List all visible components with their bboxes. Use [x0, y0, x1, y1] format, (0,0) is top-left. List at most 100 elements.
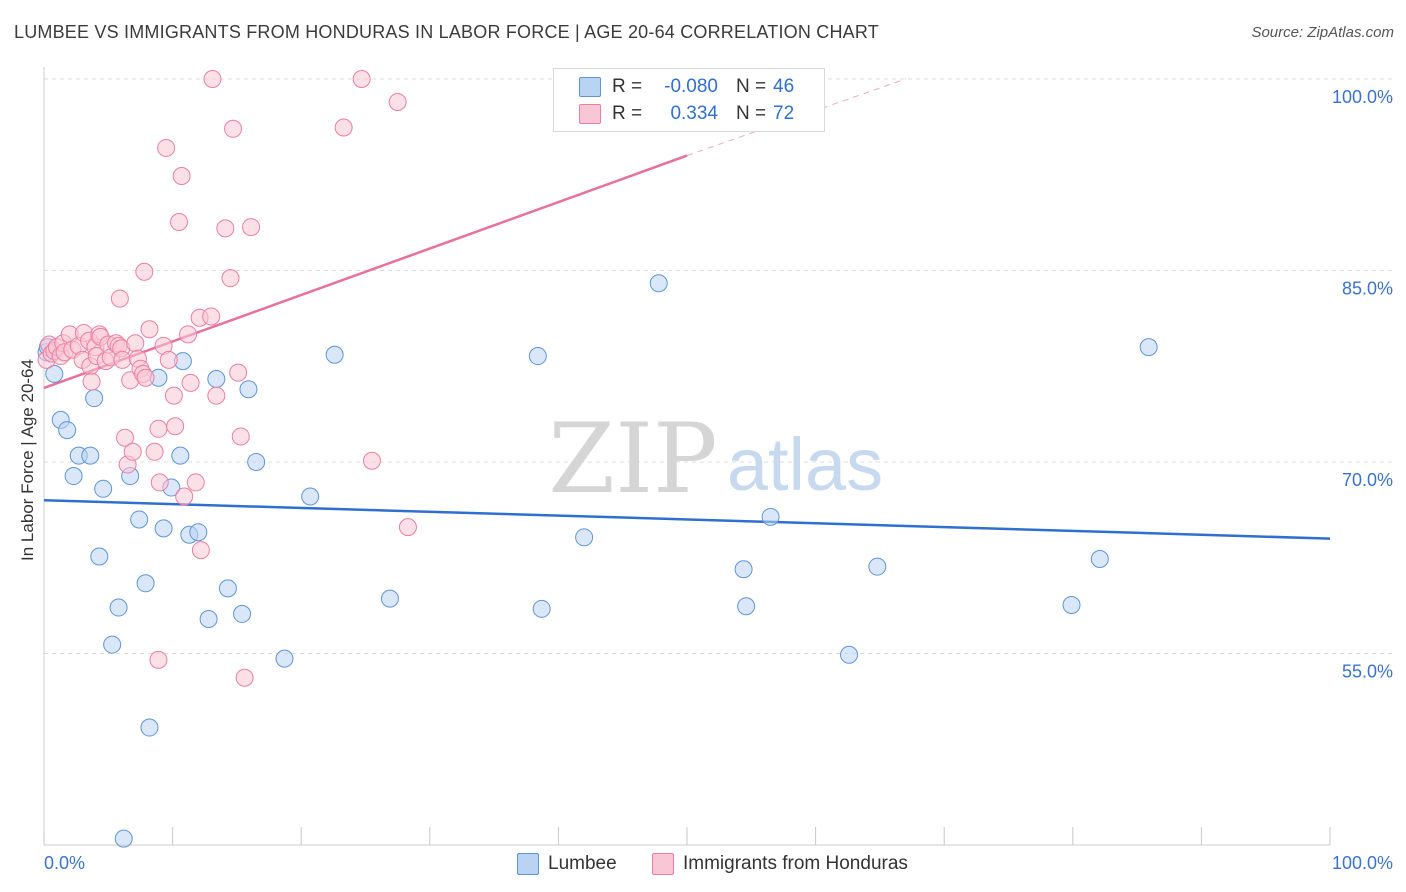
lumbee-swatch: [517, 853, 539, 875]
lumbee-point: [218, 579, 237, 598]
y-axis-label: In Labor Force | Age 20-64: [18, 359, 37, 561]
lumbee-point: [199, 610, 218, 629]
honduras-point: [149, 650, 168, 669]
lumbee-point: [532, 599, 551, 618]
honduras-point: [221, 269, 240, 288]
n-label: N =: [736, 76, 767, 97]
lumbee-point: [103, 635, 122, 654]
honduras-point: [398, 518, 417, 537]
lumbee-point: [171, 446, 190, 465]
honduras-point: [202, 307, 221, 326]
honduras-trend-line: [43, 154, 688, 390]
n-value: 72: [773, 103, 795, 124]
r-value: -0.080: [664, 76, 718, 97]
honduras-point: [123, 442, 142, 461]
lumbee-point: [325, 345, 344, 364]
x-tick-label: 100.0%: [1332, 853, 1393, 873]
honduras-point: [136, 368, 155, 387]
source-credit: Source: ZipAtlas.com: [1251, 24, 1394, 41]
lumbee-point: [130, 510, 149, 529]
honduras-point: [150, 473, 169, 492]
honduras-point: [334, 118, 353, 137]
honduras-point: [362, 451, 381, 470]
lumbee-point: [58, 421, 77, 440]
bottom-legend-label: Lumbee: [548, 853, 617, 874]
lumbee-point: [189, 523, 208, 542]
honduras-point: [216, 219, 235, 238]
honduras-point: [145, 442, 164, 461]
watermark-zip: ZIP: [548, 403, 717, 515]
honduras-point: [157, 138, 176, 157]
r-label: R =: [612, 76, 643, 97]
honduras-point: [149, 419, 168, 438]
lumbee-point: [380, 589, 399, 608]
honduras-point: [229, 363, 248, 382]
honduras-point: [110, 289, 129, 308]
r-value: 0.334: [670, 103, 718, 124]
lumbee-point: [301, 487, 320, 506]
lumbee-point: [247, 453, 266, 471]
y-tick-label: 85.0%: [1342, 279, 1393, 299]
honduras-point: [175, 487, 194, 506]
watermark-atlas: atlas: [727, 423, 883, 506]
honduras-point: [126, 334, 145, 353]
lumbee-point: [154, 519, 173, 538]
honduras-point: [179, 325, 198, 344]
honduras-point: [170, 212, 189, 231]
lumbee-point: [239, 380, 258, 399]
honduras-point: [242, 218, 261, 237]
legend-row-honduras: R = 0.334 N = 72: [554, 100, 822, 128]
legend-row-lumbee: R = -0.080 N = 46: [554, 73, 822, 101]
honduras-point: [172, 167, 191, 186]
lumbee-point: [94, 479, 113, 498]
n-label: N =: [736, 103, 767, 124]
lumbee-point: [114, 829, 133, 848]
honduras-point: [224, 119, 243, 138]
lumbee-point: [761, 507, 780, 526]
honduras-swatch: [652, 853, 674, 875]
honduras-swatch: [579, 104, 601, 124]
honduras-point: [159, 350, 178, 369]
lumbee-point: [90, 547, 109, 566]
lumbee-point: [85, 389, 104, 408]
honduras-point: [388, 92, 407, 111]
lumbee-swatch: [579, 77, 601, 97]
n-value: 46: [773, 76, 795, 97]
lumbee-point: [1090, 550, 1109, 569]
lumbee-point: [233, 604, 252, 623]
lumbee-point: [64, 467, 83, 486]
lumbee-point: [868, 557, 887, 576]
lumbee-point: [81, 446, 100, 465]
honduras-point: [116, 428, 135, 447]
lumbee-point: [136, 574, 155, 593]
x-tick-label: 0.0%: [44, 853, 85, 873]
y-tick-label: 100.0%: [1332, 87, 1393, 107]
bottom-legend-label: Immigrants from Honduras: [683, 853, 908, 874]
honduras-point: [191, 541, 210, 560]
honduras-point: [207, 386, 226, 405]
lumbee-point: [649, 274, 668, 293]
honduras-point: [166, 417, 185, 436]
lumbee-point: [734, 560, 753, 579]
lumbee-point: [275, 649, 294, 668]
honduras-point: [181, 373, 200, 392]
lumbee-point: [109, 598, 128, 617]
lumbee-point: [528, 347, 547, 366]
lumbee-point: [840, 645, 859, 664]
lumbee-point: [140, 718, 159, 737]
lumbee-point: [45, 364, 64, 383]
honduras-point: [203, 70, 222, 88]
lumbee-trend-line: [43, 499, 1331, 540]
lumbee-point: [575, 528, 594, 547]
honduras-point: [231, 427, 250, 446]
honduras-point: [186, 473, 205, 492]
honduras-point: [82, 372, 101, 391]
r-label: R =: [612, 103, 643, 124]
lumbee-point: [1139, 338, 1158, 357]
honduras-point: [113, 350, 132, 369]
honduras-point: [164, 386, 183, 405]
honduras-point: [140, 320, 159, 339]
honduras-point: [352, 70, 371, 88]
honduras-point: [135, 262, 154, 281]
